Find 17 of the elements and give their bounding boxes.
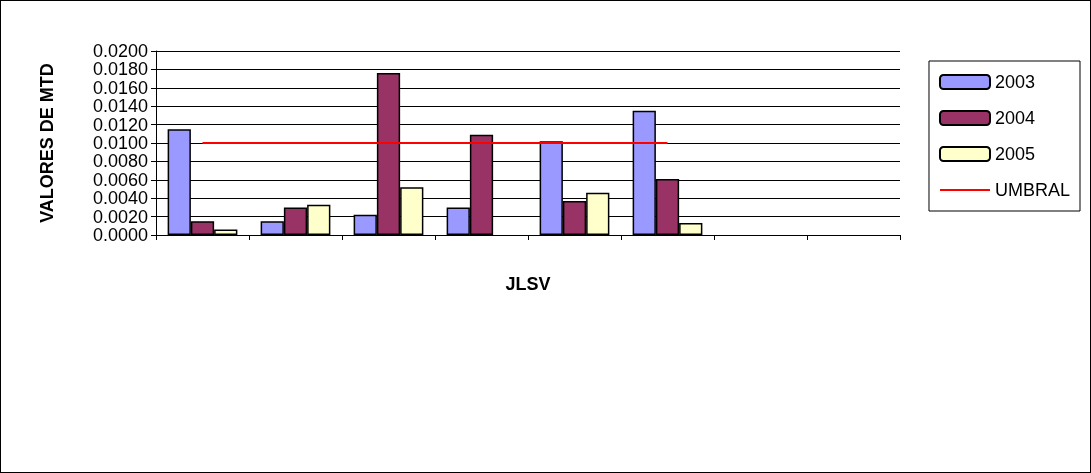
legend-label: 2005 <box>994 144 1036 164</box>
legend-label: 2004 <box>994 108 1036 128</box>
y-tick-label: 0.0140 <box>92 96 148 117</box>
x-axis-title: JLSV <box>505 274 551 294</box>
y-axis-title: VALORES DE MTD <box>37 63 57 223</box>
legend-label: 2003 <box>994 72 1036 92</box>
y-tick-label: 0.0200 <box>92 41 148 61</box>
y-tick-label: 0.0160 <box>92 77 148 98</box>
y-tick-label: 0.0040 <box>92 188 148 209</box>
y-tick-label: 0.0060 <box>92 169 148 190</box>
y-tick-label: 0.0000 <box>92 225 148 245</box>
y-tick-label: 0.0080 <box>92 151 148 172</box>
y-tick-label: 0.0020 <box>92 206 148 227</box>
y-tick-label: 0.0100 <box>92 133 148 153</box>
legend-label: UMBRAL <box>994 180 1070 200</box>
y-tick-label: 0.0120 <box>92 114 148 135</box>
y-tick-label: 0.0180 <box>92 59 148 80</box>
